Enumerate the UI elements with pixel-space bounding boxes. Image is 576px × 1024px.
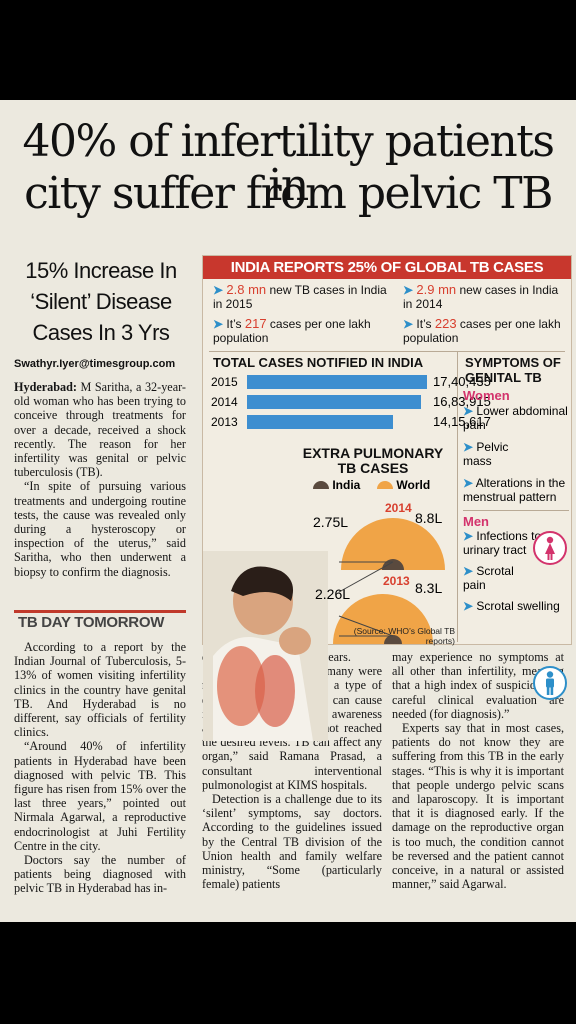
col3-paragraph-1: may experience no symptoms at all other …: [392, 650, 564, 721]
body-column-3: may experience no symptoms at all other …: [392, 650, 564, 891]
arrow-icon: ➤: [463, 440, 474, 454]
semicircle-2013: [333, 594, 433, 644]
total-cases-bar: [247, 395, 421, 409]
man-icon: [533, 666, 567, 700]
symptom-men-2: ➤ Scrotal pain: [463, 564, 514, 592]
arrow-icon: ➤: [463, 476, 474, 490]
subhead-line-2: ‘Silent’ Disease: [30, 289, 172, 314]
intro-paragraph-2: “In spite of pursuing various treatments…: [14, 479, 186, 579]
arrow-icon: ➤: [403, 283, 414, 297]
year-2013-label: 2013: [383, 574, 410, 588]
newspaper-clipping: 40% of infertility patients in city suff…: [0, 100, 576, 922]
symptoms-title: SYMPTOMS OF GENITAL TB: [465, 355, 561, 385]
symptom-men-1: ➤ Infections to urinary tract: [463, 529, 542, 557]
total-cases-bar: [247, 375, 427, 389]
woman-icon: [533, 531, 567, 565]
bar-year-label: 2014: [211, 395, 238, 409]
source-note: (Source: WHO’s Global TB reports): [353, 626, 455, 646]
arrow-icon: ➤: [463, 529, 474, 543]
tb-infographic: INDIA REPORTS 25% OF GLOBAL TB CASES ➤ 2…: [202, 255, 572, 741]
stat-2015-rate: ➤ It’s 217 cases per one lakh population: [213, 316, 371, 346]
arrow-icon: ➤: [463, 404, 474, 418]
symptoms-list: Women ➤ Lower abdominal pain ➤ Pelvic ma…: [463, 389, 569, 613]
women-heading: Women: [463, 388, 510, 403]
intro-paragraph-1: Hyderabad: M Saritha, a 32-year-old woma…: [14, 380, 186, 480]
world-2013-value: 8.3L: [415, 580, 443, 596]
arrow-icon: ➤: [463, 564, 474, 578]
extra-pulmonary-chart: [333, 518, 445, 644]
legend-india-label: India: [332, 478, 361, 492]
col3-paragraph-2: Experts say that in most cases, patients…: [392, 721, 564, 892]
coughing-man-illustration: [203, 551, 328, 741]
semicircle-2014: [338, 518, 445, 593]
col1-paragraph-3: Doctors say the number of patients being…: [14, 853, 186, 896]
bar-value-label: 14,15,617: [433, 414, 491, 429]
section-label: TB DAY TOMORROW: [14, 610, 186, 632]
world-2014-value: 8.8L: [415, 510, 443, 526]
extra-pulmonary-title: EXTRA PULMONARY TB CASES: [302, 445, 444, 476]
total-cases-bar: [247, 415, 393, 429]
symptom-men-3: ➤ Scrotal swelling: [463, 599, 560, 613]
india-2013-value: 2.26L: [315, 586, 351, 602]
legend-india-swatch: [313, 481, 329, 489]
legend: India World: [313, 478, 430, 492]
arrow-icon: ➤: [463, 599, 474, 613]
col1-paragraph-2: “Around 40% of infertility patients in H…: [14, 739, 186, 853]
year-2014-label: 2014: [385, 501, 412, 515]
byline-email: Swathyr.Iyer@timesgroup.com: [14, 358, 176, 370]
col1-paragraph-1: According to a report by the Indian Jour…: [14, 640, 186, 740]
body-column-1: According to a report by the Indian Jour…: [14, 640, 186, 896]
col2-paragraph-3: Detection is a challenge due to its ‘sil…: [202, 792, 382, 892]
dateline: Hyderabad:: [14, 380, 77, 394]
symptom-women-2: ➤ Pelvic mass: [463, 440, 509, 468]
subhead-line-1: 15% Increase In: [25, 258, 177, 283]
arrow-icon: ➤: [403, 317, 414, 331]
symptom-women-3: ➤ Alterations in the menstrual pattern: [463, 476, 566, 504]
stat-2014-cases: ➤ 2.9 mn new cases in India in 2014: [403, 282, 559, 312]
headline-line-1: 40% of infertility patients in: [22, 116, 555, 211]
stat-2015-cases: ➤ 2.8 mn new TB cases in India in 2015: [213, 282, 387, 312]
section-label-text: TB DAY TOMORROW: [18, 614, 165, 631]
bar-year-label: 2015: [211, 375, 238, 389]
headline-line-2: city suffer from pelvic TB: [24, 168, 553, 219]
subheadline: 15% Increase In ‘Silent’ Disease Cases I…: [6, 255, 196, 348]
symptom-women-1: ➤ Lower abdominal pain: [463, 404, 568, 432]
infographic-banner: INDIA REPORTS 25% OF GLOBAL TB CASES: [203, 256, 571, 279]
bar-value-label: 16,83,915: [433, 394, 491, 409]
india-2014-value: 2.75L: [313, 514, 349, 530]
men-heading: Men: [463, 514, 489, 529]
intro-column: Hyderabad: M Saritha, a 32-year-old woma…: [14, 380, 186, 579]
stat-2014-rate: ➤ It’s 223 cases per one lakh population: [403, 316, 561, 346]
bar-value-label: 17,40,435: [433, 374, 491, 389]
arrow-icon: ➤: [213, 283, 224, 297]
legend-world-swatch: [377, 481, 394, 489]
arrow-icon: ➤: [213, 317, 224, 331]
bar-year-label: 2013: [211, 415, 238, 429]
subhead-line-3: Cases In 3 Yrs: [32, 320, 170, 345]
total-cases-title: TOTAL CASES NOTIFIED IN INDIA: [213, 355, 424, 370]
legend-world-label: World: [396, 478, 431, 492]
